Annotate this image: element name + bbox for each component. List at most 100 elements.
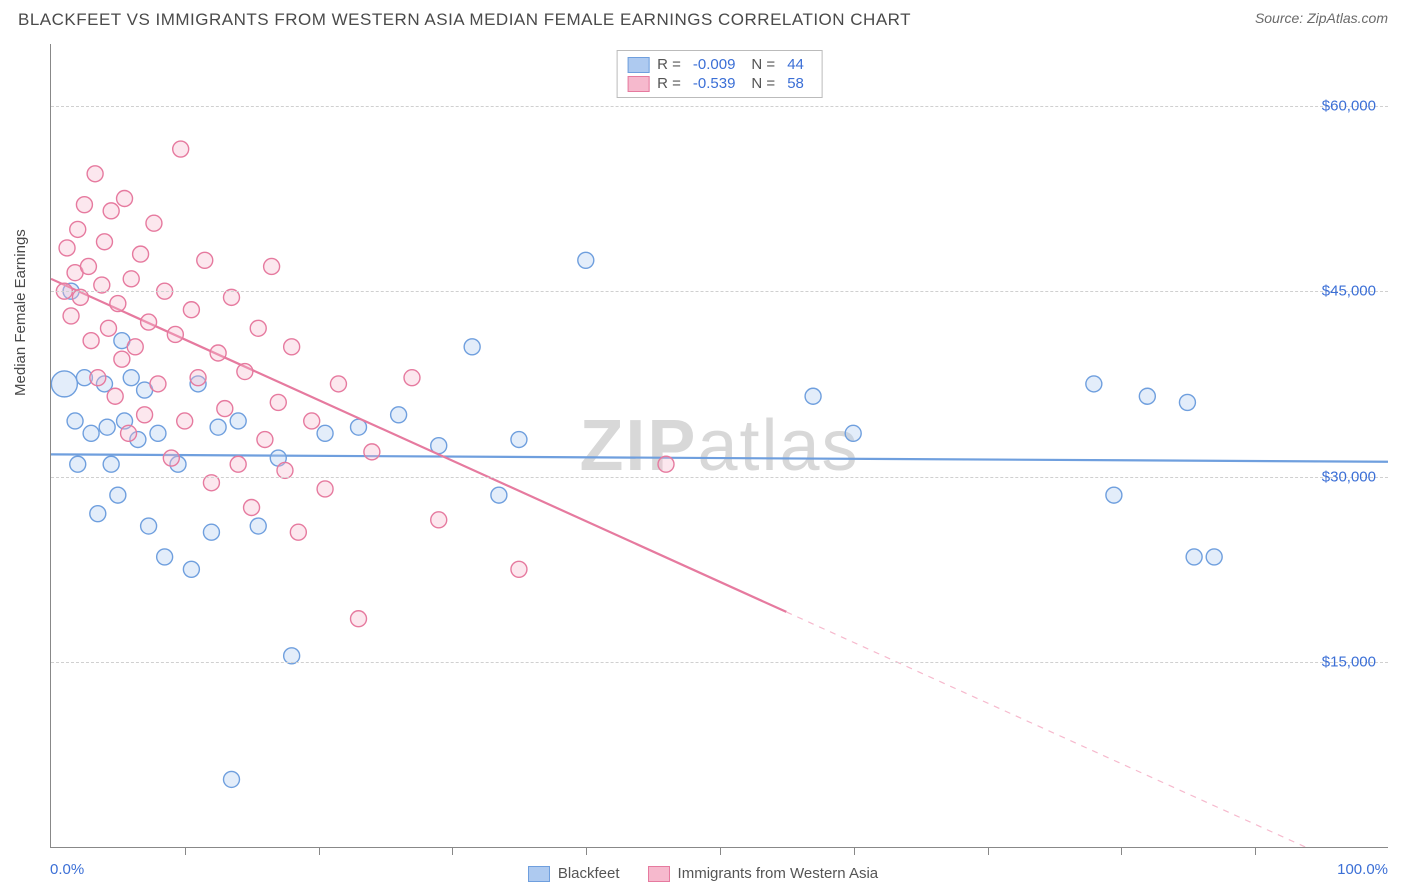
data-point-western-asia [63,308,79,324]
data-point-western-asia [330,376,346,392]
trend-line-blackfeet [51,454,1388,461]
data-point-blackfeet [123,370,139,386]
data-point-western-asia [121,425,137,441]
data-point-western-asia [183,302,199,318]
data-point-western-asia [114,351,130,367]
y-axis-label: Median Female Earnings [12,229,29,396]
chart-title: BLACKFEET VS IMMIGRANTS FROM WESTERN ASI… [18,10,911,30]
data-point-western-asia [250,320,266,336]
data-point-western-asia [317,481,333,497]
data-point-blackfeet [1139,388,1155,404]
data-point-western-asia [133,246,149,262]
scatter-svg [51,44,1388,847]
data-point-blackfeet [210,419,226,435]
data-point-western-asia [237,364,253,380]
data-point-western-asia [127,339,143,355]
data-point-blackfeet [223,771,239,787]
x-tick [720,847,721,855]
data-point-western-asia [103,203,119,219]
data-point-western-asia [364,444,380,460]
data-point-western-asia [96,234,112,250]
data-point-western-asia [244,500,260,516]
legend-label: Blackfeet [558,865,620,882]
x-tick [319,847,320,855]
x-tick [452,847,453,855]
data-point-blackfeet [511,432,527,448]
data-point-western-asia [100,320,116,336]
x-tick [988,847,989,855]
data-point-western-asia [270,394,286,410]
chart-container: Median Female Earnings ZIPatlas R =-0.00… [18,44,1388,848]
data-point-blackfeet [391,407,407,423]
data-point-western-asia [87,166,103,182]
legend-item-blackfeet: Blackfeet [528,865,620,882]
data-point-western-asia [137,407,153,423]
data-point-western-asia [141,314,157,330]
data-point-blackfeet [203,524,219,540]
legend-item-western-asia: Immigrants from Western Asia [648,865,879,882]
data-point-blackfeet [1086,376,1102,392]
data-point-blackfeet [230,413,246,429]
y-tick-label: $30,000 [1322,468,1376,485]
data-point-blackfeet [250,518,266,534]
data-point-western-asia [190,370,206,386]
gridline-h [51,291,1388,292]
data-point-blackfeet [1206,549,1222,565]
data-point-western-asia [431,512,447,528]
data-point-blackfeet [578,252,594,268]
data-point-western-asia [511,561,527,577]
x-tick [1121,847,1122,855]
data-point-blackfeet [110,487,126,503]
data-point-western-asia [70,221,86,237]
data-point-blackfeet [103,456,119,472]
data-point-western-asia [59,240,75,256]
gridline-h [51,662,1388,663]
data-point-western-asia [173,141,189,157]
data-point-blackfeet [99,419,115,435]
data-point-blackfeet [1186,549,1202,565]
source-attribution: Source: ZipAtlas.com [1255,10,1388,26]
data-point-blackfeet [51,371,77,397]
data-point-western-asia [404,370,420,386]
x-tick [586,847,587,855]
gridline-h [51,477,1388,478]
data-point-blackfeet [70,456,86,472]
data-point-western-asia [304,413,320,429]
x-tick [1255,847,1256,855]
data-point-blackfeet [157,549,173,565]
data-point-western-asia [257,432,273,448]
data-point-western-asia [150,376,166,392]
data-point-blackfeet [1106,487,1122,503]
data-point-blackfeet [150,425,166,441]
data-point-western-asia [163,450,179,466]
data-point-western-asia [167,326,183,342]
data-point-blackfeet [141,518,157,534]
data-point-blackfeet [491,487,507,503]
y-tick-label: $15,000 [1322,654,1376,671]
x-tick [185,847,186,855]
trend-line-dashed-western-asia [786,612,1388,847]
data-point-western-asia [197,252,213,268]
data-point-blackfeet [464,339,480,355]
data-point-blackfeet [845,425,861,441]
data-point-western-asia [90,370,106,386]
data-point-blackfeet [317,425,333,441]
data-point-western-asia [284,339,300,355]
data-point-western-asia [290,524,306,540]
data-point-western-asia [80,258,96,274]
data-point-blackfeet [83,425,99,441]
data-point-western-asia [83,333,99,349]
data-point-western-asia [107,388,123,404]
data-point-western-asia [264,258,280,274]
legend-label: Immigrants from Western Asia [678,865,879,882]
data-point-western-asia [146,215,162,231]
legend-swatch [528,866,550,882]
data-point-western-asia [117,191,133,207]
data-point-western-asia [177,413,193,429]
data-point-western-asia [217,401,233,417]
data-point-blackfeet [90,506,106,522]
data-point-blackfeet [1179,394,1195,410]
y-tick-label: $60,000 [1322,97,1376,114]
plot-area: ZIPatlas R =-0.009N =44R =-0.539N =58 $1… [50,44,1388,848]
data-point-blackfeet [805,388,821,404]
